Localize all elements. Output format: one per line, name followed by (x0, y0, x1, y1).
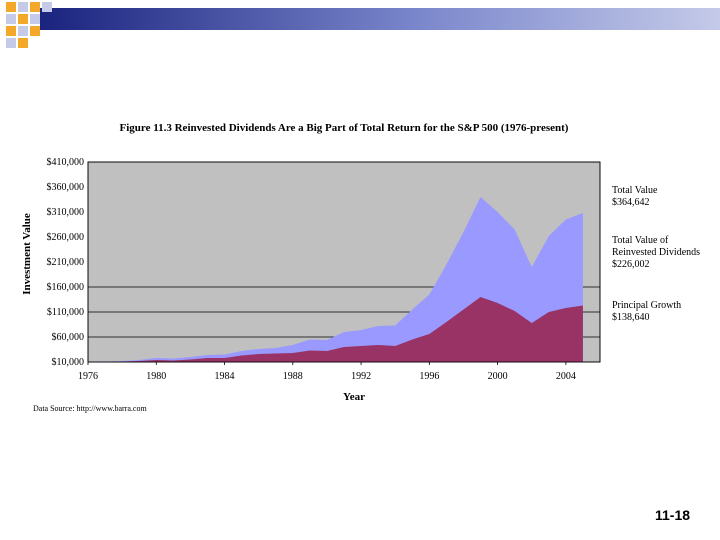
x-tick-label: 1984 (215, 371, 235, 382)
annotation-label: $364,642 (612, 197, 650, 208)
y-tick-label: $260,000 (47, 232, 85, 243)
x-tick-label: 1980 (146, 371, 166, 382)
x-tick-label: 2000 (488, 371, 508, 382)
y-tick-label: $360,000 (47, 182, 85, 193)
decoration-square (18, 2, 28, 12)
y-tick-label: $410,000 (47, 157, 85, 168)
plot-border (87, 161, 601, 363)
x-tick-label: 1988 (283, 371, 303, 382)
annotation-label: Total Value of (612, 235, 669, 246)
annotation-label: Principal Growth (612, 300, 681, 311)
header-bar (40, 8, 720, 30)
decoration-square (30, 14, 40, 24)
decoration-square (6, 14, 16, 24)
y-tick-label: $10,000 (52, 357, 85, 368)
decoration-square (6, 38, 16, 48)
decoration-square (18, 14, 28, 24)
x-tick-label: 1976 (78, 371, 98, 382)
y-tick-label: $60,000 (52, 332, 85, 343)
annotation-label: Total Value (612, 185, 658, 196)
y-tick-label: $210,000 (47, 257, 85, 268)
decoration-square (42, 2, 52, 12)
slide-number: 11-18 (655, 507, 691, 523)
y-tick-label: $310,000 (47, 207, 85, 218)
annotation-label: $226,002 (612, 259, 650, 270)
decoration-square (18, 38, 28, 48)
principal-growth-area (88, 297, 583, 362)
annotation-label: $138,640 (612, 312, 650, 323)
x-tick-label: 2004 (556, 371, 576, 382)
decoration-square (6, 2, 16, 12)
data-source: Data Source: http://www.barra.com (33, 404, 147, 413)
y-tick-label: $160,000 (47, 282, 85, 293)
x-tick-label: 1992 (351, 371, 371, 382)
decoration-square (6, 26, 16, 36)
y-axis-label: Investment Value (21, 213, 33, 295)
chart-title: Figure 11.3 Reinvested Dividends Are a B… (120, 122, 569, 134)
x-axis-label: Year (343, 391, 365, 403)
annotation-label: Reinvested Dividends (612, 247, 700, 258)
x-tick-label: 1996 (419, 371, 439, 382)
decoration-square (30, 26, 40, 36)
y-tick-label: $110,000 (47, 307, 84, 318)
decoration-square (18, 26, 28, 36)
decoration-square (30, 2, 40, 12)
